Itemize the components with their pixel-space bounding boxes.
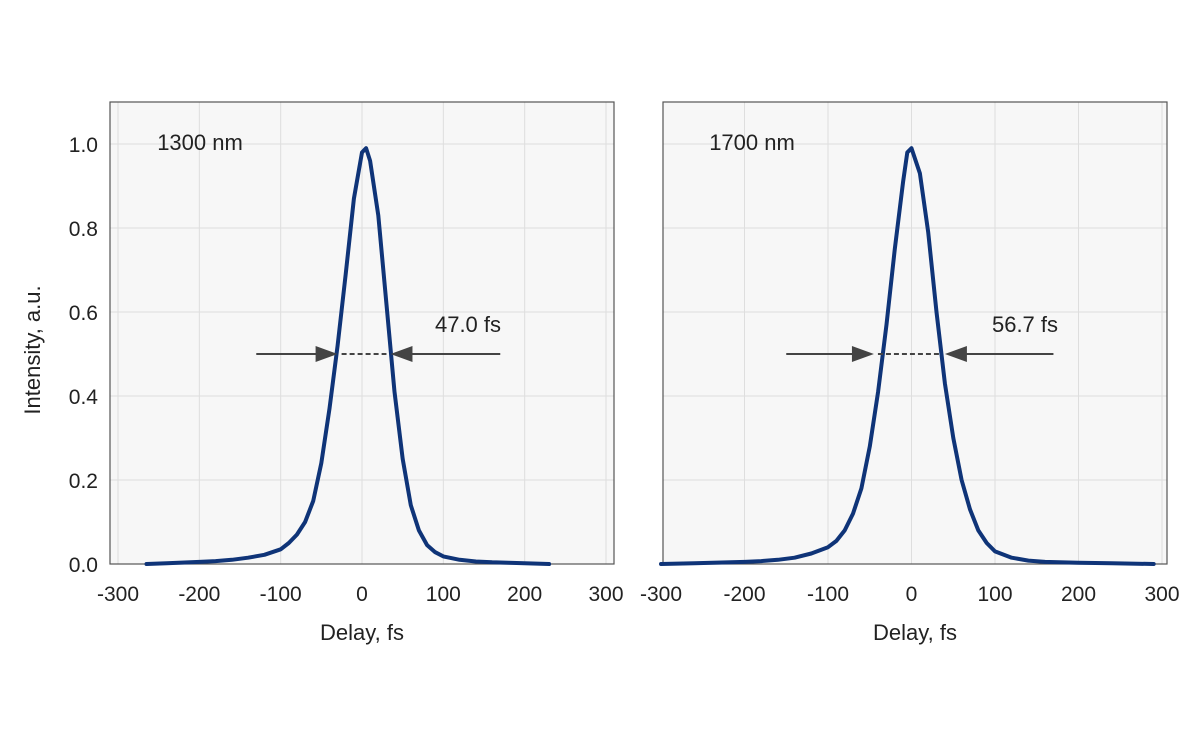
x-tick-label: -100 [807, 583, 849, 606]
x-tick-label: 0 [906, 583, 918, 606]
arrowhead-right [944, 346, 967, 362]
fwhm-label: 56.7 fs [992, 312, 1058, 337]
x-tick-label: 200 [1061, 583, 1096, 606]
pulse-curve [144, 146, 552, 566]
y-tick-label: 0.6 [69, 302, 98, 325]
y-tick-label: 0.2 [69, 470, 98, 493]
x-tick-label: 300 [1144, 583, 1179, 606]
plot-frame [109, 101, 615, 565]
x-tick-label: -100 [260, 583, 302, 606]
x-tick-label: -200 [178, 583, 220, 606]
panel-1300nm: -300 -200 -100 0 100 200 300 0.0 0.2 0.4 0.6 0.8 1.0… [69, 101, 624, 645]
arrowhead-left [851, 346, 874, 362]
x-tick-label: -300 [640, 583, 682, 606]
plot-frame [662, 101, 1168, 565]
y-tick-label: 0.0 [69, 554, 98, 577]
y-tick-label: 0.4 [69, 386, 99, 409]
x-axis-label: Delay, fs [873, 620, 957, 645]
arrowhead-right [390, 346, 413, 362]
pulse-curve [659, 146, 1156, 566]
x-tick-label: 300 [588, 583, 623, 606]
x-tick-label: 200 [507, 583, 542, 606]
plot-area [663, 102, 1167, 564]
x-tick-label: 100 [426, 583, 461, 606]
x-tick-label: -200 [723, 583, 765, 606]
panel-label: 1300 nm [157, 130, 243, 155]
panel-label: 1700 nm [709, 130, 795, 155]
arrowhead-left [315, 346, 338, 362]
y-tick-label: 0.8 [69, 218, 98, 241]
x-axis-label: Delay, fs [320, 620, 404, 645]
x-tick-label: 0 [356, 583, 368, 606]
x-tick-label: 100 [977, 583, 1012, 606]
y-axis-label: Intensity, a.u. [20, 285, 45, 414]
panel-1700nm: -300 -200 -100 0 100 200 300 Delay, fs 1700 nm 56… [640, 101, 1180, 645]
y-tick-label: 1.0 [69, 134, 98, 157]
x-tick-label: -300 [97, 583, 139, 606]
fwhm-label: 47.0 fs [435, 312, 501, 337]
